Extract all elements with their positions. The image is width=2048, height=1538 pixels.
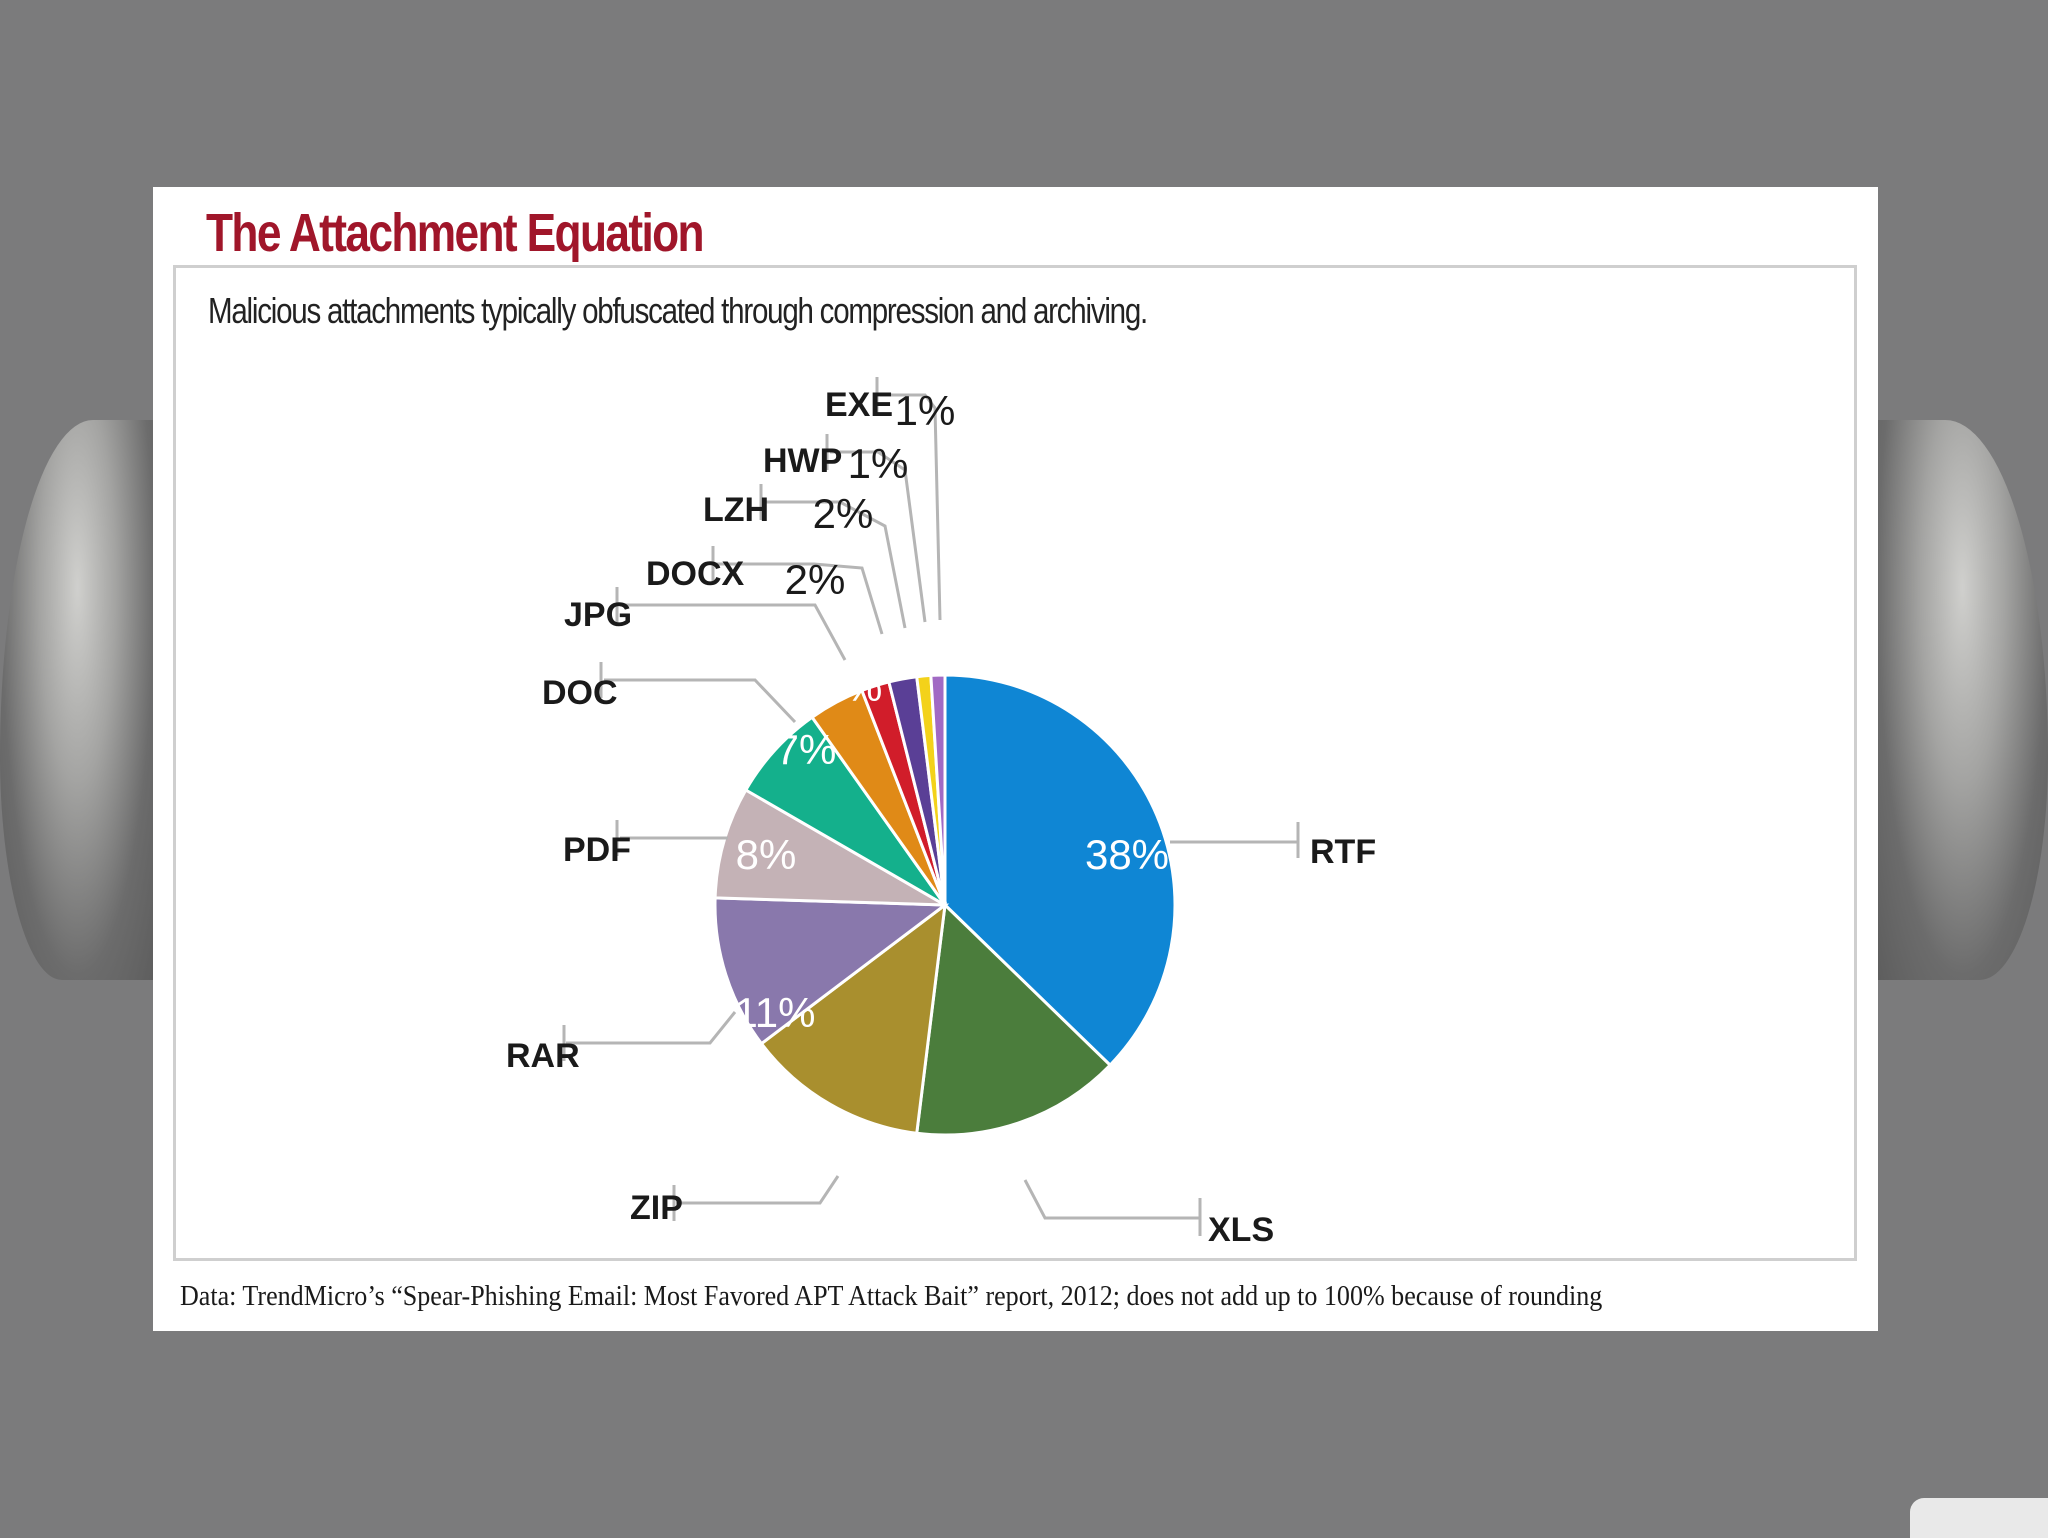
category-label-jpg: JPG xyxy=(564,596,632,634)
corner-tab xyxy=(1910,1498,2048,1538)
pie-slice-rtf xyxy=(943,673,1177,1068)
category-label-lzh: LZH xyxy=(703,491,769,529)
leader-line-lzh xyxy=(764,500,907,629)
pie-slices xyxy=(713,673,1177,1137)
pie-slice-rar xyxy=(713,896,950,1046)
pie-slice-xls xyxy=(915,901,1113,1137)
category-label-zip: ZIP xyxy=(630,1189,683,1227)
category-label-rar: RAR xyxy=(506,1037,580,1075)
category-label-docx: DOCX xyxy=(646,555,745,593)
pie-slice-exe xyxy=(929,673,947,906)
chart-frame xyxy=(173,265,1857,1261)
pie-slice-pdf xyxy=(713,787,946,907)
leader-line-xls xyxy=(1023,1179,1200,1220)
chart-title: The Attachment Equation xyxy=(206,203,705,263)
leader-line-doc xyxy=(604,678,797,724)
slice-value-label-zip: 13% xyxy=(822,1121,906,1168)
category-label-doc: DOC xyxy=(542,674,618,712)
slice-value-label-docx: 2% xyxy=(785,556,846,603)
slice-value-label-rar: 11% xyxy=(735,989,816,1036)
slice-value-label-xls: 15% xyxy=(973,1135,1057,1182)
slice-value-label-doc: 7% xyxy=(776,726,837,773)
pie-labels: 38% RTF 15% XLS 13% ZIP 11% RAR 8% PDF 7% DOC 4% JPG D… xyxy=(506,386,1376,1249)
leader-line-exe xyxy=(880,393,942,621)
category-label-hwp: HWP xyxy=(763,442,842,480)
category-label-rtf: RTF xyxy=(1310,833,1376,871)
leader-line-jpg xyxy=(620,603,847,661)
leader-line-rar xyxy=(566,1011,737,1045)
slice-value-label-jpg: 4% xyxy=(822,663,883,710)
leader-line-zip xyxy=(676,1175,840,1205)
slice-value-label-exe: 1% xyxy=(895,387,956,434)
chart-subtitle: Malicious attachments typically obfuscat… xyxy=(208,290,1148,331)
pie-slice-zip xyxy=(759,901,947,1135)
slice-value-label-lzh: 2% xyxy=(813,490,874,537)
slice-value-label-pdf: 8% xyxy=(736,831,797,878)
slice-value-label-hwp: 1% xyxy=(848,440,909,487)
leader-lines xyxy=(562,377,1300,1236)
leader-line-docx xyxy=(716,562,884,635)
leader-line-hwp xyxy=(830,450,927,623)
category-label-xls: XLS xyxy=(1208,1211,1274,1249)
category-label-exe: EXE xyxy=(825,386,893,424)
slice-value-label-rtf: 38% xyxy=(1085,831,1169,878)
source-note: Data: TrendMicro’s “Spear-Phishing Email… xyxy=(180,1281,1603,1312)
category-label-pdf: PDF xyxy=(563,831,631,869)
